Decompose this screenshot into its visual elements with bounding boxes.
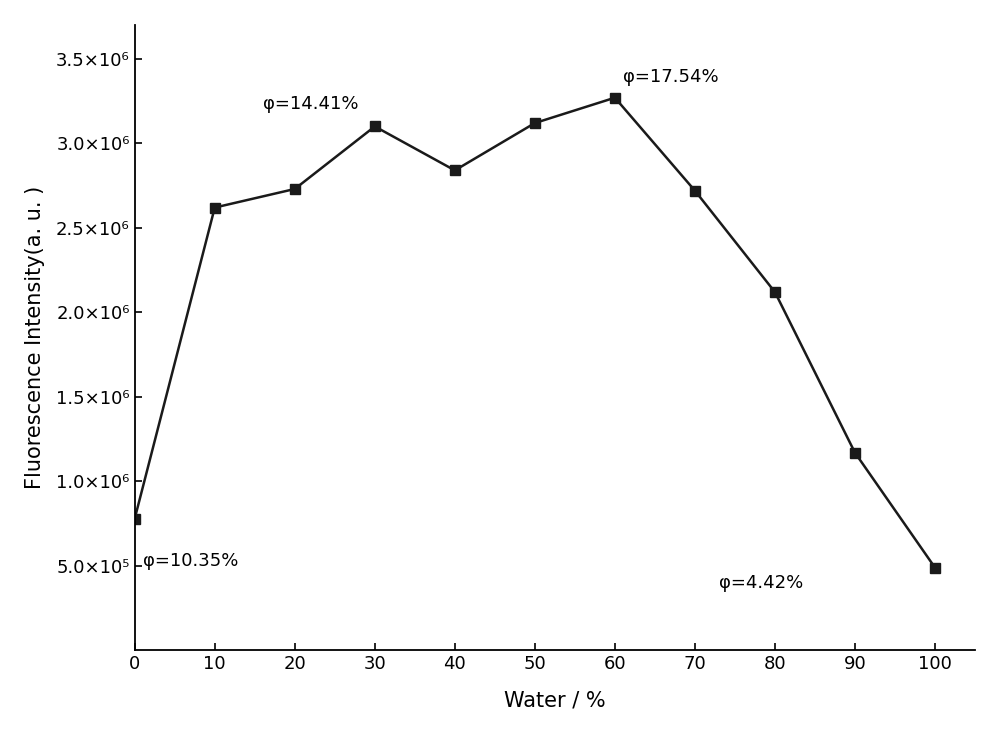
Text: φ=10.35%: φ=10.35%	[143, 552, 238, 570]
Y-axis label: Fluorescence Intensity(a. u. ): Fluorescence Intensity(a. u. )	[25, 186, 45, 490]
Text: φ=14.41%: φ=14.41%	[263, 95, 358, 113]
Text: φ=17.54%: φ=17.54%	[623, 68, 719, 86]
X-axis label: Water / %: Water / %	[504, 690, 606, 710]
Text: φ=4.42%: φ=4.42%	[719, 574, 803, 592]
